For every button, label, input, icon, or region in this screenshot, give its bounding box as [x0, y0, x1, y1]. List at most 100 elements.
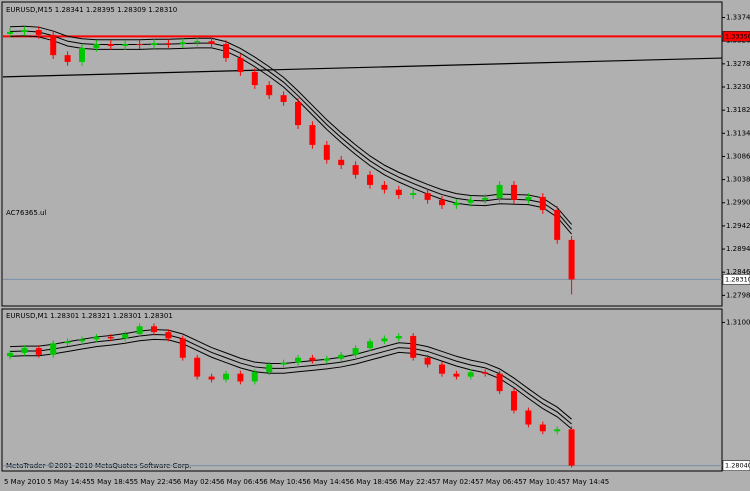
x-tick-label: 7 May 10:45: [522, 478, 566, 486]
candle-body: [381, 338, 388, 342]
candle-body: [539, 424, 546, 432]
candle-body: [208, 41, 215, 45]
panel-title: EURUSD,M15 1.28341 1.28395 1.28309 1.283…: [6, 6, 177, 14]
x-tick-label: 6 May 22:45: [393, 478, 437, 486]
y-tick-label: 1.33740: [726, 14, 750, 22]
x-tick-label: 5 May 22:45: [134, 478, 178, 486]
candle-body: [482, 197, 489, 200]
candle-body: [194, 41, 201, 43]
y-tick-label: 1.27980: [726, 291, 750, 299]
candle-body: [165, 43, 172, 45]
y-tick-label: 1.32780: [726, 60, 750, 68]
price-box: [722, 31, 750, 42]
candle-body: [50, 343, 57, 355]
candle-body: [93, 336, 100, 340]
candle-body: [410, 335, 417, 358]
candle-body: [424, 193, 431, 200]
candle-body: [79, 47, 85, 62]
candle-body: [165, 332, 172, 339]
candle-body: [122, 334, 129, 339]
candle-body: [525, 196, 532, 200]
candle-body: [237, 58, 244, 73]
candle-body: [410, 193, 417, 196]
candle-body: [266, 364, 273, 373]
candle-body: [482, 372, 489, 374]
candle-body: [93, 44, 100, 48]
candle-body: [511, 391, 517, 411]
y-tick-label: 1.31000: [726, 318, 750, 326]
candle-body: [107, 44, 114, 46]
y-tick-label: 1.31340: [726, 129, 750, 137]
candle-body: [79, 339, 85, 342]
y-tick-label: 1.31820: [726, 106, 750, 114]
x-tick-label: 6 May 14:45: [306, 478, 350, 486]
candle-body: [554, 429, 561, 432]
candle-body: [439, 364, 445, 374]
candle-body: [136, 326, 143, 335]
candle-body: [338, 159, 345, 166]
candle-body: [7, 352, 13, 357]
y-tick-label: 1.32300: [726, 83, 750, 91]
x-tick-label: 6 May 06:45: [220, 478, 264, 486]
candle-body: [338, 354, 345, 359]
y-tick-label: 1.29420: [726, 222, 750, 230]
candle-body: [395, 335, 402, 339]
y-tick-label: 1.28940: [726, 245, 750, 253]
candle-body: [424, 357, 431, 365]
candle-body: [223, 44, 229, 59]
candle-body: [35, 30, 42, 35]
candle-body: [122, 44, 129, 46]
candle-body: [323, 358, 330, 361]
candle-body: [280, 95, 287, 102]
candle-body: [352, 348, 359, 355]
candle-body: [309, 357, 316, 361]
y-tick-label: 1.29900: [726, 199, 750, 207]
candle-body: [381, 184, 388, 190]
candle-body: [295, 101, 301, 126]
price-box: [722, 274, 750, 285]
candle-body: [554, 209, 561, 240]
price-label: 1.33350: [725, 32, 750, 40]
candle-body: [151, 43, 157, 46]
candle-body: [539, 196, 546, 210]
moving-average: [9, 30, 572, 230]
candle-body: [7, 32, 13, 34]
candle-body: [107, 336, 114, 339]
candle-body: [295, 357, 301, 363]
candle-body: [251, 72, 258, 86]
y-tick-label: 1.30860: [726, 152, 750, 160]
moving-average: [9, 338, 572, 430]
price-label: 1.28310: [725, 275, 750, 283]
candle-body: [280, 362, 287, 365]
candle-body: [367, 174, 373, 185]
annotation: AC76365.ul: [6, 209, 46, 217]
candle-body: [64, 55, 71, 62]
x-tick-label: 7 May 06:45: [479, 478, 523, 486]
candle-body: [323, 144, 330, 160]
candle-body: [467, 372, 474, 377]
candle-body: [35, 348, 42, 355]
panel-title: EURUSD,M1 1.28301 1.28321 1.28301 1.2830…: [6, 312, 173, 320]
candle-body: [511, 184, 517, 200]
moving-average: [9, 35, 572, 235]
candle-body: [352, 165, 359, 175]
candle-body: [525, 410, 532, 425]
candle-body: [136, 44, 143, 46]
candle-body: [64, 341, 71, 344]
candle-body: [21, 348, 28, 353]
candle-body: [453, 373, 460, 377]
candle-body: [453, 202, 460, 206]
bottom-panel: [1, 308, 723, 472]
candle-body: [251, 372, 258, 382]
candle-body: [179, 42, 186, 45]
trend-line: [2, 57, 723, 78]
y-tick-label: 1.30380: [726, 176, 750, 184]
candle-body: [309, 125, 316, 145]
y-tick-label: 1.28460: [726, 268, 750, 276]
candle-body: [568, 429, 575, 466]
x-tick-label: 7 May 14:45: [566, 478, 610, 486]
candle-body: [367, 341, 373, 349]
candle-body: [208, 376, 215, 380]
